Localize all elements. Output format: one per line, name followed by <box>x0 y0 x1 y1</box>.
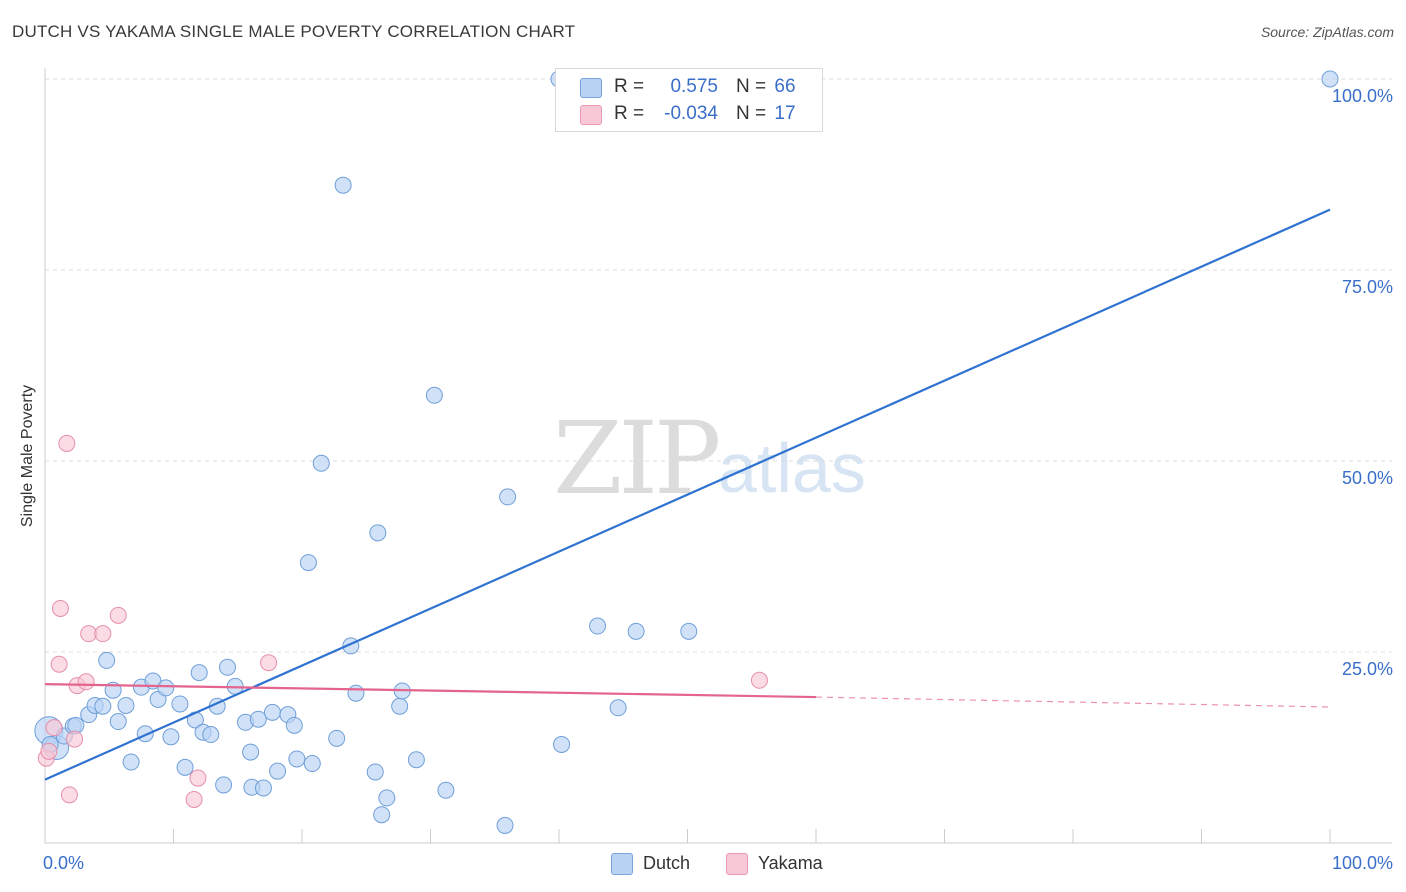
dutch-point <box>373 806 391 824</box>
dutch-point <box>437 781 455 799</box>
dutch-point <box>162 728 180 746</box>
dutch-point <box>215 776 233 794</box>
dutch-point <box>269 762 287 780</box>
x-tick-label: 0.0% <box>43 853 84 873</box>
legend-swatch-dutch <box>580 78 602 98</box>
dutch-point <box>553 735 571 753</box>
dutch-point <box>366 763 384 781</box>
legend-n-label: N = <box>736 103 767 124</box>
dutch-point <box>391 697 409 715</box>
dutch-point <box>285 716 303 734</box>
dutch-point <box>190 664 208 682</box>
dutch-point <box>109 713 127 731</box>
yakama-point <box>260 654 278 672</box>
legend-r-value: -0.034 <box>664 103 718 124</box>
yakama-point <box>58 434 76 452</box>
dutch-point <box>157 679 175 697</box>
legend-r-label: R = <box>614 76 645 97</box>
dutch-point <box>122 753 140 771</box>
legend-n-value: 17 <box>774 103 796 124</box>
dutch-point <box>499 488 517 506</box>
legend-swatch-yakama <box>580 105 602 125</box>
legend-r-value: 0.575 <box>670 76 718 97</box>
chart-title: DUTCH VS YAKAMA SINGLE MALE POVERTY CORR… <box>12 22 576 41</box>
dutch-point <box>369 524 387 542</box>
legend-r-label: R = <box>614 103 645 124</box>
dutch-point <box>303 755 321 773</box>
dutch-point <box>378 789 396 807</box>
y-tick-label: 100.0% <box>1332 86 1393 106</box>
dutch-point <box>171 695 189 713</box>
dutch-point <box>242 743 260 761</box>
yakama-trend-line <box>44 682 817 699</box>
watermark-zip: ZIP <box>553 400 721 517</box>
y-tick-label: 25.0% <box>1342 659 1393 679</box>
dutch-point <box>1321 70 1339 88</box>
legend-row-dutch: R = 0.575 N = 66 <box>556 75 822 101</box>
dutch-trend-line <box>44 208 1331 781</box>
bottom-legend-label-yakama: Yakama <box>758 853 823 873</box>
y-tick-label: 50.0% <box>1342 468 1393 488</box>
dutch-point <box>117 696 135 714</box>
yakama-point <box>109 606 127 624</box>
dutch-point <box>334 176 352 194</box>
bottom-legend-swatch-dutch <box>611 853 633 875</box>
dutch-point <box>94 697 112 715</box>
yakama-point <box>77 673 95 691</box>
yakama-point <box>185 790 203 808</box>
watermark-atlas: atlas <box>718 429 866 507</box>
yakama-trend-extension <box>815 696 1331 708</box>
legend-row-yakama: R = -0.034 N = 17 <box>556 102 822 128</box>
dutch-point <box>288 750 306 768</box>
dutch-point <box>328 729 346 747</box>
yakama-point <box>60 786 78 804</box>
yakama-point <box>94 625 112 643</box>
dutch-point <box>496 816 514 834</box>
legend-n-label: N = <box>736 76 767 97</box>
legend-n-value: 66 <box>774 76 796 97</box>
dutch-point <box>589 617 607 635</box>
source-credit: Source: ZipAtlas.com <box>1260 24 1394 40</box>
dutch-point <box>627 622 645 640</box>
bottom-legend-label-dutch: Dutch <box>643 853 691 873</box>
y-tick-label: 75.0% <box>1342 277 1393 297</box>
yakama-point <box>750 671 768 689</box>
dutch-point <box>425 386 443 404</box>
dutch-point <box>254 779 272 797</box>
dutch-point <box>98 651 116 669</box>
stats-legend: R = 0.575 N = 66 R = -0.034 N = 17 <box>555 68 823 132</box>
dutch-point <box>176 758 194 776</box>
dutch-point <box>609 699 627 717</box>
dutch-point <box>263 703 281 721</box>
dutch-point <box>249 710 267 728</box>
dutch-point <box>407 751 425 769</box>
yakama-point <box>40 742 58 760</box>
dutch-point <box>680 622 698 640</box>
yakama-point <box>80 625 98 643</box>
yakama-point <box>51 599 69 617</box>
dutch-point <box>312 454 330 472</box>
yakama-point <box>50 655 68 673</box>
x-tick-label: 100.0% <box>1332 853 1393 873</box>
yakama-point <box>45 719 63 737</box>
dutch-point <box>202 726 220 744</box>
bottom-legend-swatch-yakama <box>726 853 748 875</box>
dutch-point <box>218 658 236 676</box>
yakama-point <box>189 769 207 787</box>
dutch-point <box>299 554 317 572</box>
yakama-point <box>66 730 84 748</box>
dutch-point <box>347 684 365 702</box>
